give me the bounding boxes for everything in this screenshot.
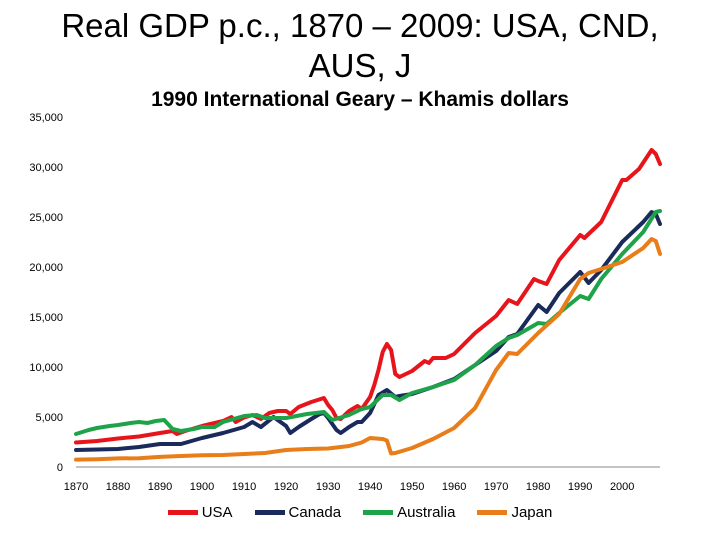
legend-item-japan: Japan bbox=[477, 504, 552, 521]
y-tick-label: 20,000 bbox=[29, 262, 63, 274]
chart-title-line-1: Real GDP p.c., 1870 – 2009: USA, CND, bbox=[61, 7, 659, 44]
y-tick-label: 25,000 bbox=[29, 212, 63, 224]
x-tick-label: 2000 bbox=[610, 481, 634, 493]
legend-swatch-usa bbox=[167, 510, 198, 515]
x-tick-label: 1920 bbox=[274, 481, 298, 493]
series-line-canada bbox=[74, 210, 662, 452]
x-tick-label: 1960 bbox=[442, 481, 466, 493]
y-tick-label: 5,000 bbox=[35, 412, 63, 424]
y-tick-label: 35,000 bbox=[29, 112, 63, 124]
series-line-japan bbox=[74, 237, 662, 462]
legend-label-japan: Japan bbox=[511, 504, 553, 521]
x-tick-label: 1930 bbox=[316, 481, 340, 493]
x-tick-label: 1950 bbox=[400, 481, 424, 493]
x-tick-label: 1970 bbox=[484, 481, 508, 493]
legend-item-canada: Canada bbox=[254, 504, 342, 521]
y-tick-label: 15,000 bbox=[29, 312, 63, 324]
y-tick-label: 0 bbox=[57, 462, 63, 474]
series-line-usa bbox=[74, 148, 662, 445]
x-tick-label: 1900 bbox=[190, 481, 214, 493]
legend-label-australia: Australia bbox=[397, 504, 456, 521]
legend-label-canada: Canada bbox=[288, 504, 342, 521]
x-tick-label: 1980 bbox=[526, 481, 550, 493]
x-tick-label: 1990 bbox=[568, 481, 592, 493]
legend-swatch-japan bbox=[477, 510, 508, 515]
y-tick-label: 30,000 bbox=[29, 162, 63, 174]
legend-swatch-canada bbox=[254, 510, 285, 515]
x-tick-label: 1890 bbox=[148, 481, 172, 493]
chart-title-line-2: AUS, J bbox=[308, 47, 412, 84]
chart-legend: USA Canada Australia Japan bbox=[0, 504, 720, 521]
x-tick-label: 1910 bbox=[232, 481, 256, 493]
x-tick-label: 1940 bbox=[358, 481, 382, 493]
y-tick-label: 10,000 bbox=[29, 362, 63, 374]
chart-title: Real GDP p.c., 1870 – 2009: USA, CND, AU… bbox=[0, 6, 720, 86]
legend-item-australia: Australia bbox=[363, 504, 455, 521]
x-tick-label: 1880 bbox=[106, 481, 130, 493]
x-tick-label: 1870 bbox=[64, 481, 88, 493]
legend-item-usa: USA bbox=[167, 504, 233, 521]
chart-subtitle: 1990 International Geary – Khamis dollar… bbox=[151, 88, 569, 111]
legend-label-usa: USA bbox=[201, 504, 233, 521]
legend-swatch-australia bbox=[363, 510, 394, 515]
